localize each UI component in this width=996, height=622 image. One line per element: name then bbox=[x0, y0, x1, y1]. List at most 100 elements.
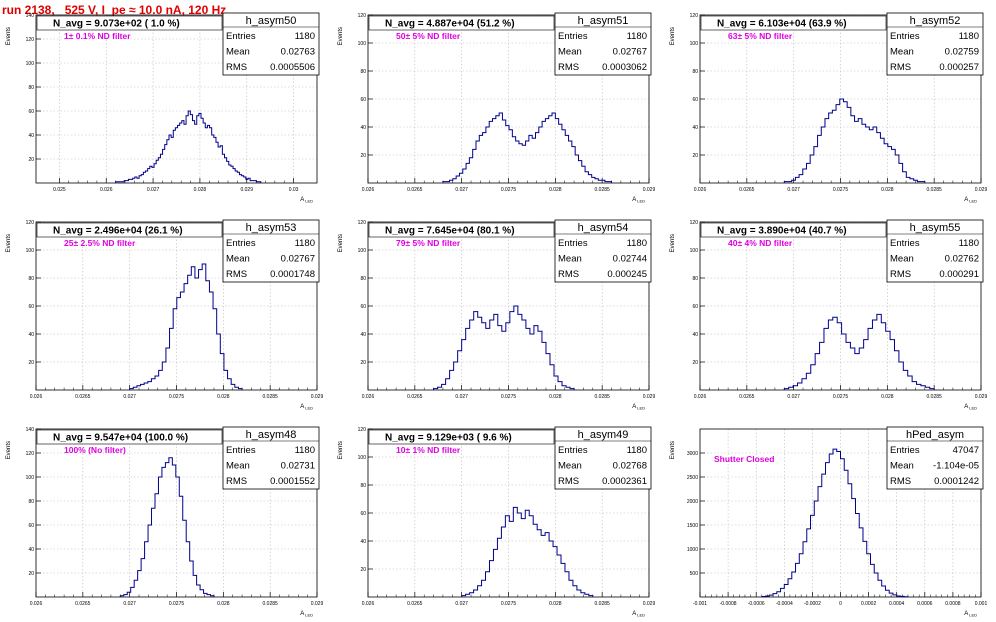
filter-label: 1± 0.1% ND filter bbox=[64, 31, 131, 41]
stats-value-entries: 1180 bbox=[295, 445, 315, 456]
navg-box bbox=[36, 429, 223, 445]
stats-value-rms: 0.0003062 bbox=[602, 62, 647, 73]
histogram-pad-h_asym53: 0.026 0.0265 0.027 0.0275 0.028 0.0285 0.029 20… bbox=[0, 207, 332, 414]
histogram-line bbox=[442, 112, 613, 183]
x-tick-label: 0.028 bbox=[549, 187, 562, 193]
stats-value-mean: 0.02768 bbox=[613, 461, 647, 472]
histogram-pad-h_asym48: 0.026 0.0265 0.027 0.0275 0.028 0.0285 0.029 20… bbox=[0, 414, 332, 621]
stats-value-rms: 0.000257 bbox=[939, 62, 979, 73]
histogram-pad-h_asym52: 0.026 0.0265 0.027 0.0275 0.028 0.0285 0.029 20… bbox=[664, 0, 996, 207]
y-tick-label: 40 bbox=[28, 332, 34, 338]
x-axis-label: ALED bbox=[632, 404, 645, 411]
stats-value-mean: 0.02767 bbox=[281, 254, 315, 265]
y-tick-label: 100 bbox=[26, 475, 35, 481]
stats-value-rms: 0.0001242 bbox=[934, 476, 979, 487]
filter-label: 50± 5% ND filter bbox=[396, 31, 461, 41]
y-tick-label: 80 bbox=[28, 276, 34, 282]
stats-key-mean: Mean bbox=[558, 47, 582, 58]
histogram-pad-h_asym51: 0.026 0.0265 0.027 0.0275 0.028 0.0285 0.029 20… bbox=[332, 0, 664, 207]
stats-value-entries: 47047 bbox=[953, 445, 979, 456]
stats-value-mean: 0.02767 bbox=[613, 47, 647, 58]
x-tick-label: 0.026 bbox=[362, 601, 375, 607]
plot-frame bbox=[367, 221, 650, 391]
stats-key-entries: Entries bbox=[226, 31, 256, 42]
y-tick-label: 60 bbox=[28, 304, 34, 310]
navg-annotation: N_avg = 9.129e+03 ( 9.6 %) bbox=[385, 433, 512, 444]
x-axis-label: ALED bbox=[632, 611, 645, 618]
stats-key-entries: Entries bbox=[226, 238, 256, 249]
x-tick-label: 0.028 bbox=[881, 394, 894, 400]
x-tick-label: -0.0004 bbox=[776, 601, 793, 607]
stats-key-rms: RMS bbox=[890, 269, 911, 280]
stats-title: h_asym48 bbox=[246, 429, 297, 441]
y-tick-label: 100 bbox=[358, 41, 367, 47]
stats-title: h_asym49 bbox=[578, 429, 629, 441]
stats-key-mean: Mean bbox=[226, 461, 250, 472]
stats-value-entries: 1180 bbox=[627, 238, 647, 249]
y-tick-label: 120 bbox=[690, 13, 699, 19]
navg-box bbox=[368, 15, 555, 31]
y-tick-label: 40 bbox=[692, 332, 698, 338]
x-tick-label: 0.0265 bbox=[407, 601, 423, 607]
histogram-line bbox=[461, 506, 594, 597]
y-axis-label: Events bbox=[670, 27, 676, 45]
y-tick-label: 60 bbox=[28, 523, 34, 529]
plot-frame bbox=[367, 428, 650, 598]
stats-value-mean: 0.02759 bbox=[945, 47, 979, 58]
y-tick-label: 40 bbox=[360, 539, 366, 545]
filter-label: 10± 1% ND filter bbox=[396, 445, 461, 455]
y-tick-label: 140 bbox=[26, 13, 35, 19]
x-tick-label: 0.026 bbox=[30, 601, 43, 607]
filter-label: Shutter Closed bbox=[714, 454, 774, 464]
stats-key-rms: RMS bbox=[890, 62, 911, 73]
stats-title: h_asym51 bbox=[578, 15, 629, 27]
x-tick-label: 0.0285 bbox=[927, 187, 943, 193]
x-tick-label: 0.029 bbox=[643, 601, 656, 607]
y-tick-label: 80 bbox=[28, 499, 34, 505]
x-tick-label: 0.026 bbox=[694, 394, 707, 400]
x-tick-label: 0.027 bbox=[455, 601, 468, 607]
x-tick-label: 0.029 bbox=[975, 187, 988, 193]
x-axis-label: ALED bbox=[300, 404, 313, 411]
filter-label: 79± 5% ND filter bbox=[396, 238, 461, 248]
navg-annotation: N_avg = 3.890e+04 (40.7 %) bbox=[717, 226, 847, 237]
stats-key-mean: Mean bbox=[890, 47, 914, 58]
x-tick-label: 0.029 bbox=[311, 601, 324, 607]
y-tick-label: 20 bbox=[692, 153, 698, 159]
stats-key-entries: Entries bbox=[890, 445, 920, 456]
stats-value-mean: 0.02763 bbox=[281, 47, 315, 58]
y-tick-label: 60 bbox=[360, 97, 366, 103]
x-tick-label: 0.027 bbox=[123, 394, 136, 400]
y-tick-label: 100 bbox=[26, 61, 35, 67]
y-tick-label: 2500 bbox=[687, 475, 698, 481]
navg-annotation: N_avg = 6.103e+04 (63.9 %) bbox=[717, 19, 847, 30]
y-tick-label: 20 bbox=[28, 157, 34, 163]
x-tick-label: 0.027 bbox=[787, 394, 800, 400]
x-tick-label: 0.0265 bbox=[407, 187, 423, 193]
y-tick-label: 60 bbox=[692, 304, 698, 310]
stats-title: hPed_asym bbox=[906, 429, 964, 441]
stats-value-entries: 1180 bbox=[295, 238, 315, 249]
histogram-svg: 0.026 0.0265 0.027 0.0275 0.028 0.0285 0.029 20… bbox=[338, 426, 656, 618]
y-tick-label: 80 bbox=[692, 276, 698, 282]
navg-annotation: N_avg = 9.547e+04 (100.0 %) bbox=[53, 433, 188, 444]
stats-value-rms: 0.0005506 bbox=[270, 62, 315, 73]
x-tick-label: 0.028 bbox=[217, 601, 230, 607]
histogram-pad-h_asym55: 0.026 0.0265 0.027 0.0275 0.028 0.0285 0.029 20… bbox=[664, 207, 996, 414]
y-tick-label: 3000 bbox=[687, 451, 698, 457]
stats-key-entries: Entries bbox=[890, 238, 920, 249]
y-tick-label: 20 bbox=[692, 360, 698, 366]
stats-title: h_asym50 bbox=[246, 15, 297, 27]
y-tick-label: 20 bbox=[360, 153, 366, 159]
plot-frame bbox=[699, 14, 982, 184]
stats-value-rms: 0.000245 bbox=[607, 269, 647, 280]
stats-key-rms: RMS bbox=[558, 62, 579, 73]
x-tick-label: 0.0275 bbox=[501, 601, 517, 607]
x-tick-label: 0.0285 bbox=[595, 394, 611, 400]
stats-value-rms: 0.0001748 bbox=[270, 269, 315, 280]
x-tick-label: 0.0275 bbox=[833, 394, 849, 400]
x-tick-label: 0.027 bbox=[123, 601, 136, 607]
x-tick-label: 0.0285 bbox=[595, 187, 611, 193]
stats-key-rms: RMS bbox=[226, 269, 247, 280]
y-axis-label: Events bbox=[670, 234, 676, 252]
